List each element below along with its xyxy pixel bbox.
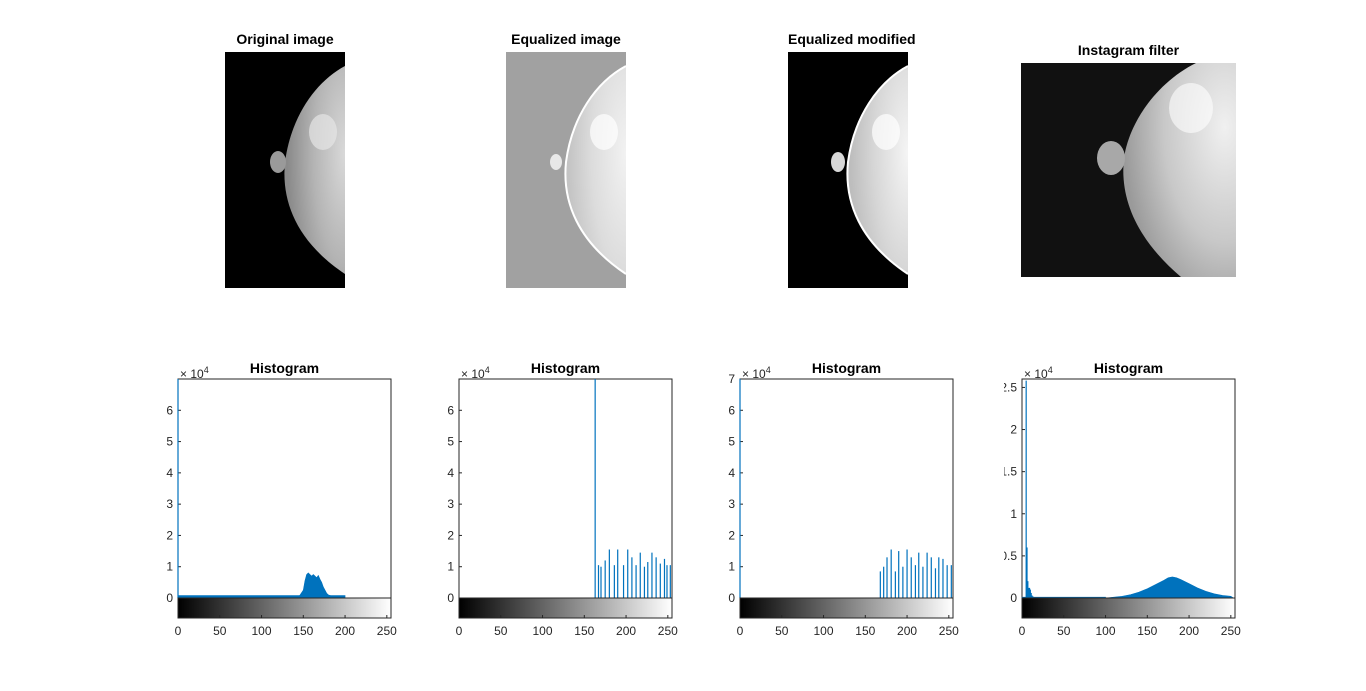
y-tick-label: 1 — [1010, 507, 1017, 521]
x-tick-label: 0 — [175, 624, 182, 638]
y-tick-label: 2.5 — [1004, 380, 1017, 394]
histogram-chart-instagram: Histogram × 104 0 0.5 1 1.5 2 2.5 0 50 100 150 200 25… — [1004, 360, 1241, 638]
y-tick-label: 2 — [447, 528, 454, 542]
x-tick-label: 100 — [252, 624, 272, 638]
y-tick-label: 4 — [728, 466, 735, 480]
x-tick-label: 200 — [616, 624, 636, 638]
y-tick-label: 1 — [166, 560, 173, 574]
y-tick-label: 0 — [166, 591, 173, 605]
y-tick-label: 7 — [728, 372, 735, 386]
y-tick-label: 5 — [447, 435, 454, 449]
y-tick-label: 0 — [1010, 591, 1017, 605]
x-tick-label: 100 — [1096, 624, 1116, 638]
plot-area — [458, 378, 673, 599]
y-tick-label: 5 — [728, 435, 735, 449]
x-tick-label: 150 — [1137, 624, 1157, 638]
y-tick-label: 3 — [447, 497, 454, 511]
x-tick-label: 250 — [939, 624, 959, 638]
y-exponent-label: × 104 — [461, 365, 490, 381]
x-tick-label: 250 — [377, 624, 397, 638]
x-tick-label: 250 — [658, 624, 678, 638]
x-tick-label: 0 — [737, 624, 744, 638]
x-tick-label: 150 — [574, 624, 594, 638]
x-tick-label: 50 — [1057, 624, 1071, 638]
y-tick-label: 0.5 — [1004, 549, 1017, 563]
x-tick-label: 250 — [1221, 624, 1241, 638]
histogram-chart-modified: Histogram × 104 0 1 2 3 4 5 6 7 0 50 100 150 200 250 — [728, 360, 959, 638]
x-tick-label: 50 — [775, 624, 789, 638]
image-title-original: Original image — [236, 31, 334, 47]
y-exponent-label: × 104 — [180, 365, 209, 381]
y-tick-label: 6 — [166, 403, 173, 417]
original-mammogram-image — [225, 52, 345, 288]
x-tick-label: 100 — [533, 624, 553, 638]
y-tick-label: 4 — [166, 466, 173, 480]
y-tick-label: 0 — [728, 591, 735, 605]
x-tick-label: 50 — [494, 624, 508, 638]
modified-mammogram-image — [788, 52, 908, 288]
x-tick-label: 100 — [814, 624, 834, 638]
x-tick-label: 150 — [855, 624, 875, 638]
y-tick-label: 3 — [728, 497, 735, 511]
x-tick-label: 200 — [1179, 624, 1199, 638]
chart-title: Histogram — [1094, 360, 1163, 376]
x-tick-label: 0 — [1019, 624, 1026, 638]
grayscale-colorbar — [458, 597, 673, 619]
chart-title: Histogram — [250, 360, 319, 376]
y-exponent-label: × 104 — [1024, 365, 1053, 381]
x-tick-label: 200 — [897, 624, 917, 638]
y-tick-label: 2 — [728, 528, 735, 542]
y-tick-label: 2 — [1010, 423, 1017, 437]
image-title-equalized: Equalized image — [511, 31, 621, 47]
x-tick-label: 0 — [456, 624, 463, 638]
grayscale-colorbar — [739, 597, 954, 619]
x-tick-label: 50 — [213, 624, 227, 638]
y-tick-label: 4 — [447, 466, 454, 480]
y-tick-label: 6 — [447, 403, 454, 417]
y-tick-label: 1 — [447, 560, 454, 574]
instagram-mammogram-image — [1021, 63, 1236, 277]
plot-area — [1021, 378, 1236, 599]
x-tick-label: 200 — [335, 624, 355, 638]
y-tick-label: 1 — [728, 560, 735, 574]
histogram-chart-original: Histogram × 104 0 1 2 3 4 5 6 0 50 100 150 200 250 — [166, 360, 397, 638]
y-tick-label: 6 — [728, 403, 735, 417]
y-exponent-label: × 104 — [742, 365, 771, 381]
histogram-bump — [1105, 576, 1235, 599]
y-tick-label: 3 — [166, 497, 173, 511]
image-title-modified: Equalized modified — [788, 31, 916, 47]
plot-area — [739, 378, 954, 599]
plot-area — [177, 378, 392, 599]
x-tick-label: 150 — [293, 624, 313, 638]
y-tick-label: 1.5 — [1004, 465, 1017, 479]
y-tick-label: 0 — [447, 591, 454, 605]
y-tick-label: 5 — [166, 435, 173, 449]
equalized-mammogram-image — [506, 52, 626, 288]
chart-title: Histogram — [812, 360, 881, 376]
y-tick-label: 2 — [166, 528, 173, 542]
chart-title: Histogram — [531, 360, 600, 376]
grayscale-colorbar — [177, 597, 392, 619]
grayscale-colorbar — [1021, 597, 1236, 619]
image-title-instagram: Instagram filter — [1077, 42, 1180, 58]
histogram-chart-equalized: Histogram × 104 0 1 2 3 4 5 6 0 50 100 150 200 250 — [447, 360, 678, 638]
